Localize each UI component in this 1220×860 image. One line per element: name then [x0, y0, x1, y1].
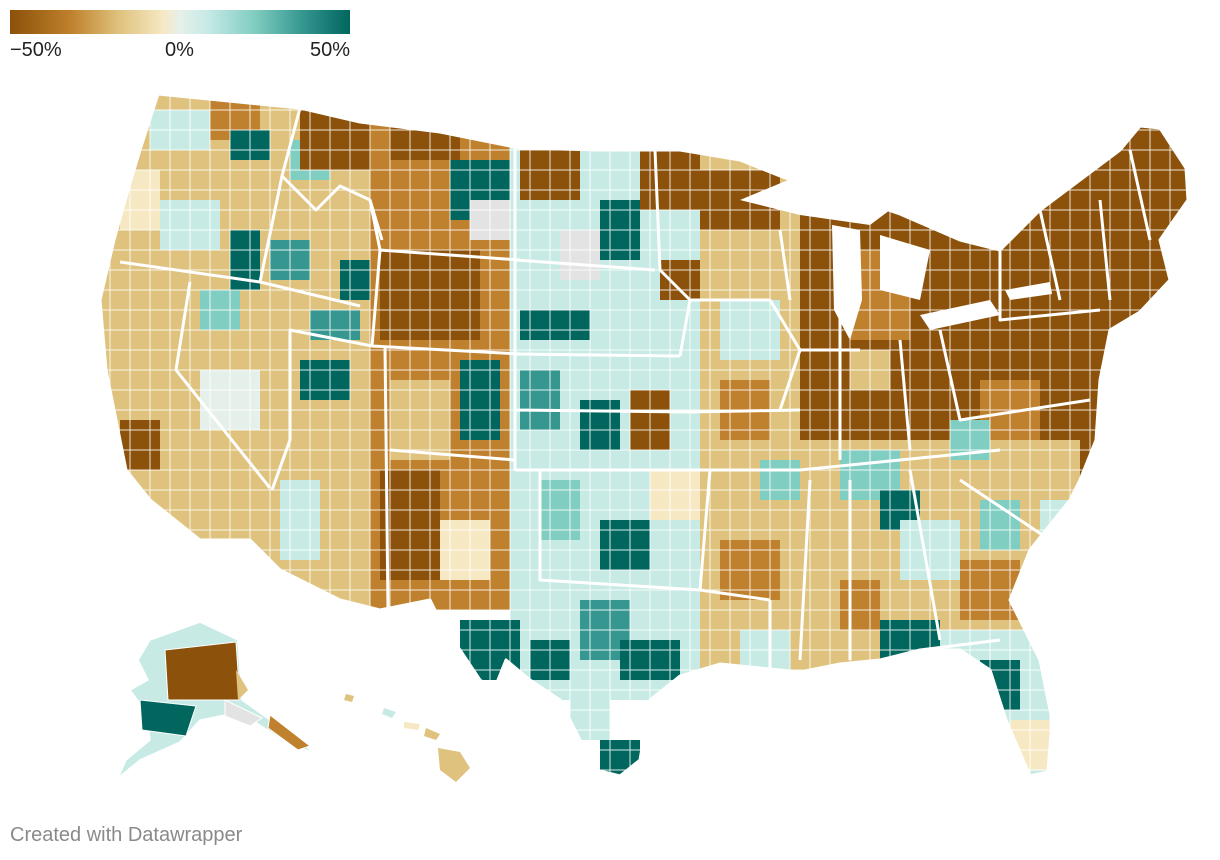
legend-min-label: −50%	[10, 39, 62, 61]
alaska	[117, 621, 313, 779]
color-legend: −50% 0% 50%	[10, 10, 350, 62]
legend-mid-label: 0%	[165, 39, 194, 61]
legend-max-label: 50%	[309, 39, 350, 61]
hawaii	[344, 694, 470, 782]
legend-labels: −50% 0% 50%	[10, 34, 350, 62]
datawrapper-credit: Created with Datawrapper	[10, 824, 243, 846]
county-cells-layer	[100, 94, 1188, 776]
legend-gradient-bar	[10, 10, 350, 34]
state-borders	[98, 92, 1190, 778]
great-lakes	[740, 175, 1052, 340]
us-county-choropleth-map	[98, 92, 1190, 782]
